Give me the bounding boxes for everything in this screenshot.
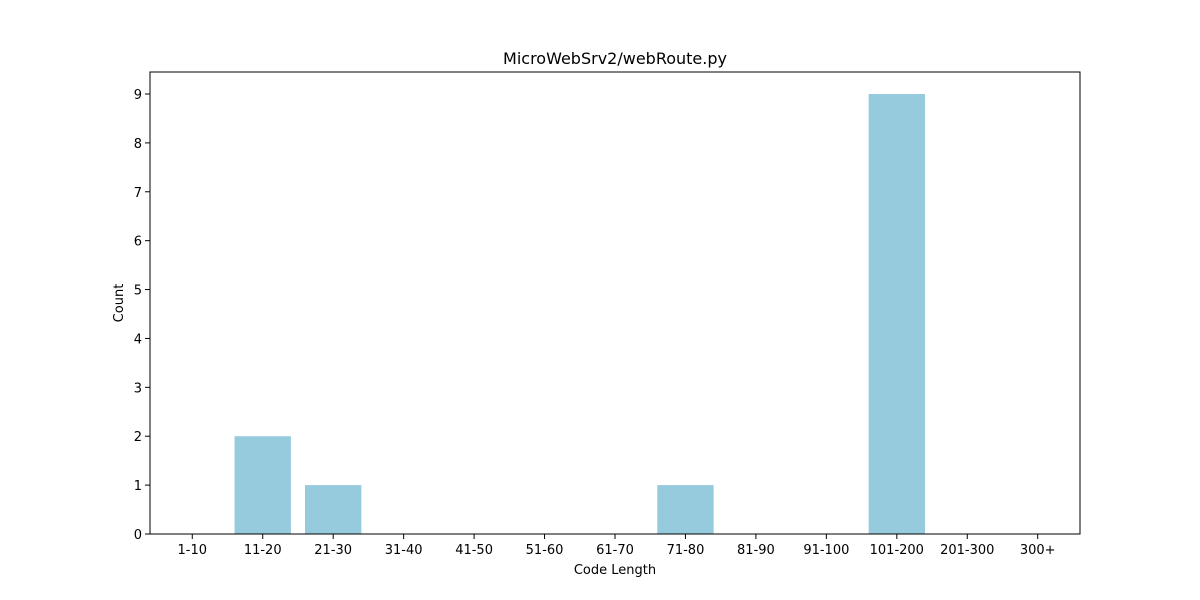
y-tick-label: 3	[134, 381, 142, 396]
x-tick-label: 1-10	[178, 543, 208, 558]
bar-101-200	[868, 94, 925, 534]
x-tick-label: 101-200	[870, 543, 924, 558]
chart-title: MicroWebSrv2/webRoute.py	[503, 49, 727, 68]
bars-group	[234, 94, 925, 534]
y-tick-label: 2	[134, 430, 142, 445]
x-axis-ticks: 1-10 11-20 21-30 31-40 41-50 51-60 61-70 71-80 8…	[178, 534, 1056, 558]
y-tick-label: 0	[134, 528, 142, 543]
y-tick-label: 9	[134, 88, 142, 103]
x-tick-label: 201-300	[940, 543, 994, 558]
y-axis-ticks: 0 1 2 3 4 5 6 7 8 9	[134, 88, 150, 543]
bar-21-30	[305, 485, 362, 534]
x-tick-label: 71-80	[667, 543, 705, 558]
x-tick-label: 41-50	[455, 543, 493, 558]
x-tick-label: 300+	[1020, 543, 1056, 558]
y-tick-label: 6	[134, 235, 142, 250]
x-axis-label: Code Length	[574, 563, 656, 578]
x-tick-label: 21-30	[314, 543, 352, 558]
y-axis-label: Count	[112, 284, 127, 323]
x-tick-label: 61-70	[596, 543, 634, 558]
x-tick-label: 51-60	[526, 543, 564, 558]
x-tick-label: 31-40	[385, 543, 423, 558]
y-tick-label: 8	[134, 137, 142, 152]
y-tick-label: 5	[134, 284, 142, 299]
y-tick-label: 4	[134, 332, 142, 347]
y-tick-label: 7	[134, 186, 142, 201]
bar-11-20	[234, 436, 291, 534]
bar-71-80	[657, 485, 714, 534]
x-tick-label: 11-20	[244, 543, 282, 558]
x-tick-label: 81-90	[737, 543, 775, 558]
y-tick-label: 1	[134, 479, 142, 494]
x-tick-label: 91-100	[803, 543, 849, 558]
